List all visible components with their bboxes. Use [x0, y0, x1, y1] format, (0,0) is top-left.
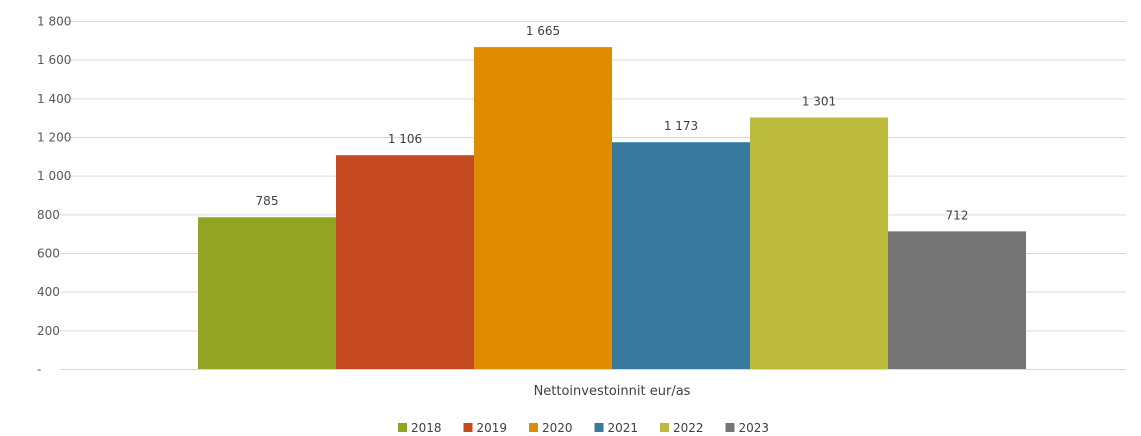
legend-label: 2021 [608, 421, 639, 435]
bar-2022 [750, 117, 888, 370]
legend-label: 2020 [542, 421, 573, 435]
bar-2018 [198, 217, 336, 369]
legend-swatch [594, 423, 604, 432]
legend-item-2021: 2021 [594, 421, 639, 435]
y-tick-label: 1 400 [37, 92, 71, 106]
data-labels: 785 1 106 1 665 1 173 1 301 712 [256, 24, 969, 222]
legend-swatch [398, 423, 407, 432]
y-tick-label: 1 000 [37, 169, 71, 183]
legend-swatch [463, 423, 473, 432]
legend-item-2018: 2018 [398, 421, 442, 435]
bar-2019 [336, 155, 474, 369]
y-tick-label: 200 [37, 324, 60, 338]
legend-item-2022: 2022 [660, 421, 704, 435]
x-axis: Nettoinvestoinnit eur/as [534, 384, 691, 399]
y-axis: - 200 400 600 800 1 000 1 200 1 400 1 600 1 800 [37, 15, 71, 377]
bar-2020 [474, 47, 612, 369]
legend-swatch [725, 423, 735, 432]
legend-label: 2022 [673, 421, 704, 435]
y-tick-label: 1 800 [37, 15, 71, 29]
x-category-label: Nettoinvestoinnit eur/as [534, 384, 691, 399]
y-tick-label: 400 [37, 285, 60, 299]
y-tick-label: 600 [37, 247, 60, 261]
data-label-2021: 1 173 [664, 119, 698, 133]
legend-label: 2019 [477, 421, 508, 435]
bars [198, 47, 1026, 370]
data-label-2020: 1 665 [526, 24, 560, 38]
legend-swatch [660, 423, 669, 432]
y-tick-label: 800 [37, 208, 60, 222]
y-tick-label: - [37, 363, 41, 377]
legend-item-2020: 2020 [529, 421, 573, 435]
y-tick-label: 1 200 [37, 131, 71, 145]
data-label-2019: 1 106 [388, 132, 422, 146]
legend-item-2019: 2019 [463, 421, 508, 435]
legend-item-2023: 2023 [725, 421, 770, 435]
bar-2021 [612, 142, 750, 369]
data-label-2022: 1 301 [802, 94, 836, 108]
legend-label: 2018 [411, 421, 442, 435]
legend-label: 2023 [739, 421, 770, 435]
legend: 2018 2019 2020 2021 2022 2023 [398, 421, 769, 435]
legend-swatch [529, 423, 538, 432]
data-label-2018: 785 [256, 194, 279, 208]
bar-2023 [888, 231, 1026, 369]
data-label-2023: 712 [946, 208, 969, 222]
y-tick-label: 1 600 [37, 53, 71, 67]
